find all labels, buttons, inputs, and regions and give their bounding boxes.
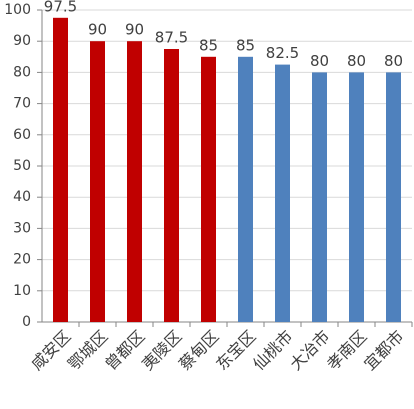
value-label: 85 (199, 36, 218, 54)
y-tick-label: 80 (13, 64, 31, 80)
bar (386, 72, 401, 323)
value-label: 80 (347, 52, 366, 70)
bar (164, 49, 179, 322)
y-tick-label: 90 (13, 33, 31, 49)
y-tick-label: 60 (13, 127, 31, 143)
x-tick-label: 仙桃市 (249, 327, 296, 374)
x-tick-label: 孝南区 (323, 327, 370, 374)
value-label: 87.5 (155, 29, 188, 47)
bar (312, 72, 327, 323)
y-tick-label: 40 (13, 189, 31, 205)
value-label: 80 (384, 52, 403, 70)
y-tick-label: 0 (22, 314, 31, 330)
x-tick-label: 鄂城区 (64, 327, 111, 374)
x-tick-label: 东宝区 (212, 327, 259, 374)
x-tick-label: 宜都市 (360, 327, 407, 374)
y-tick-label: 70 (13, 96, 31, 112)
y-tick-label: 10 (13, 283, 31, 299)
value-label: 97.5 (44, 0, 77, 15)
bar (53, 17, 68, 323)
bar (349, 72, 364, 323)
value-label: 90 (125, 21, 144, 39)
y-tick-label: 20 (13, 252, 31, 268)
value-label: 85 (236, 36, 255, 54)
y-tick-label: 50 (13, 158, 31, 174)
x-tick-label: 夷陵区 (138, 327, 185, 374)
bar (275, 64, 290, 322)
y-tick-label: 30 (13, 220, 31, 236)
value-label: 82.5 (266, 44, 299, 62)
bar (238, 56, 253, 323)
x-tick-label: 大冶市 (286, 327, 333, 374)
x-tick-label: 曾都区 (101, 327, 148, 374)
value-label: 90 (88, 21, 107, 39)
bar (90, 41, 105, 322)
x-tick-label: 蔡甸区 (175, 327, 222, 374)
x-tick-label: 咸安区 (27, 327, 74, 374)
bar (127, 41, 142, 322)
y-tick-label: 100 (4, 2, 31, 18)
value-label: 80 (310, 52, 329, 70)
bar (201, 56, 216, 323)
